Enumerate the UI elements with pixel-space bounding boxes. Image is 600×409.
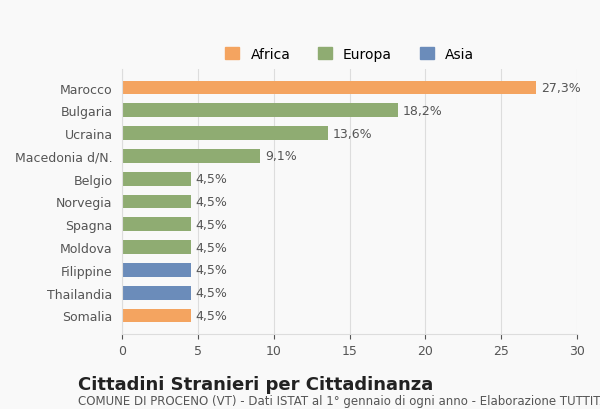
Text: Cittadini Stranieri per Cittadinanza: Cittadini Stranieri per Cittadinanza — [78, 375, 433, 393]
Bar — [122, 81, 536, 95]
Text: 4,5%: 4,5% — [195, 173, 227, 186]
Bar — [122, 150, 260, 163]
Bar — [122, 104, 398, 118]
Text: 4,5%: 4,5% — [195, 309, 227, 322]
Bar — [122, 173, 191, 186]
Text: 13,6%: 13,6% — [333, 127, 373, 140]
Bar — [122, 195, 191, 209]
Text: 4,5%: 4,5% — [195, 196, 227, 209]
Bar — [122, 240, 191, 254]
Text: 4,5%: 4,5% — [195, 264, 227, 277]
Text: 18,2%: 18,2% — [403, 105, 443, 117]
Bar — [122, 309, 191, 323]
Legend: Africa, Europa, Asia: Africa, Europa, Asia — [220, 42, 479, 67]
Text: 4,5%: 4,5% — [195, 218, 227, 231]
Text: 4,5%: 4,5% — [195, 286, 227, 299]
Text: 9,1%: 9,1% — [265, 150, 296, 163]
Bar — [122, 286, 191, 300]
Bar — [122, 263, 191, 277]
Text: COMUNE DI PROCENO (VT) - Dati ISTAT al 1° gennaio di ogni anno - Elaborazione TU: COMUNE DI PROCENO (VT) - Dati ISTAT al 1… — [78, 394, 600, 407]
Bar — [122, 127, 328, 141]
Text: 4,5%: 4,5% — [195, 241, 227, 254]
Bar — [122, 218, 191, 231]
Text: 27,3%: 27,3% — [541, 82, 580, 95]
